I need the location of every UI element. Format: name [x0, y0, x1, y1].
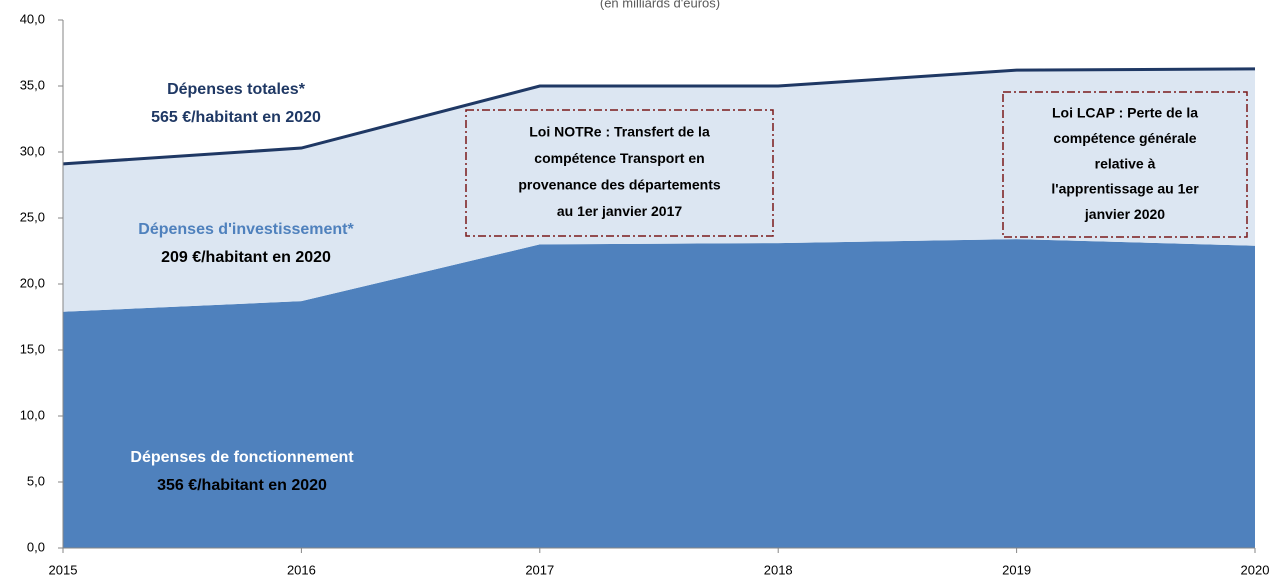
series-label: Dépenses d'investissement*: [138, 221, 354, 238]
series-label: Dépenses de fonctionnement: [130, 449, 354, 466]
series-label: 565 €/habitant en 2020: [151, 109, 321, 126]
annotation-text: compétence Transport en: [534, 150, 704, 166]
y-tick-label: 20,0: [20, 275, 45, 290]
x-tick-label: 2020: [1241, 562, 1270, 577]
chart-subtitle: (en milliards d'euros): [600, 0, 720, 10]
y-tick-label: 0,0: [27, 539, 45, 554]
x-tick-label: 2017: [525, 562, 554, 577]
annotation-text: l'apprentissage au 1er: [1051, 181, 1199, 197]
x-tick-label: 2016: [287, 562, 316, 577]
y-tick-label: 10,0: [20, 407, 45, 422]
y-tick-label: 30,0: [20, 143, 45, 158]
total-line: [62, 67, 1256, 166]
annotation-box: [465, 109, 774, 237]
annotation-text: Loi NOTRe : Transfert de la: [529, 124, 710, 140]
x-tick-label: 2018: [764, 562, 793, 577]
series-label: Dépenses totales*: [167, 81, 306, 98]
annotation-box: [1002, 91, 1248, 238]
y-tick-label: 5,0: [27, 473, 45, 488]
annotation-text: Loi LCAP : Perte de la: [1052, 105, 1198, 121]
y-tick-label: 15,0: [20, 341, 45, 356]
annotation-text: janvier 2020: [1084, 206, 1165, 222]
annotation-text: compétence générale: [1053, 130, 1196, 146]
series-label: 356 €/habitant en 2020: [157, 477, 327, 494]
y-tick-label: 25,0: [20, 209, 45, 224]
x-tick-label: 2015: [49, 562, 78, 577]
area: [63, 68, 1255, 312]
area: [63, 239, 1255, 548]
y-tick-label: 40,0: [20, 11, 45, 26]
annotation-text: au 1er janvier 2017: [557, 203, 683, 219]
series-label: 209 €/habitant en 2020: [161, 249, 331, 266]
annotation-text: provenance des départements: [518, 177, 721, 193]
annotation-text: relative à: [1095, 155, 1156, 171]
y-tick-label: 35,0: [20, 77, 45, 92]
x-tick-label: 2019: [1002, 562, 1031, 577]
